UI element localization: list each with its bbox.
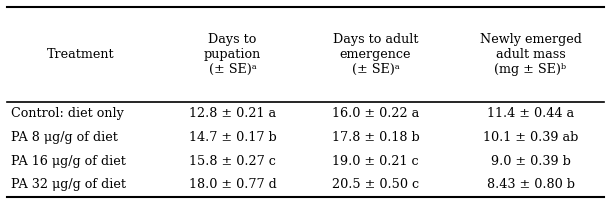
Text: Control: diet only: Control: diet only	[10, 107, 123, 120]
Text: PA 8 μg/g of diet: PA 8 μg/g of diet	[10, 131, 117, 144]
Text: 9.0 ± 0.39 b: 9.0 ± 0.39 b	[491, 155, 571, 168]
Text: Days to adult
emergence
(± SE)ᵃ: Days to adult emergence (± SE)ᵃ	[333, 33, 418, 76]
Text: 11.4 ± 0.44 a: 11.4 ± 0.44 a	[487, 107, 574, 120]
Text: Days to
pupation
(± SE)ᵃ: Days to pupation (± SE)ᵃ	[204, 33, 261, 76]
Text: 16.0 ± 0.22 a: 16.0 ± 0.22 a	[332, 107, 419, 120]
Text: 20.5 ± 0.50 c: 20.5 ± 0.50 c	[332, 178, 419, 191]
Text: 17.8 ± 0.18 b: 17.8 ± 0.18 b	[332, 131, 419, 144]
Text: PA 16 μg/g of diet: PA 16 μg/g of diet	[10, 155, 125, 168]
Text: 8.43 ± 0.80 b: 8.43 ± 0.80 b	[486, 178, 574, 191]
Text: Newly emerged
adult mass
(mg ± SE)ᵇ: Newly emerged adult mass (mg ± SE)ᵇ	[480, 33, 582, 76]
Text: 15.8 ± 0.27 c: 15.8 ± 0.27 c	[189, 155, 276, 168]
Text: 14.7 ± 0.17 b: 14.7 ± 0.17 b	[189, 131, 276, 144]
Text: 10.1 ± 0.39 ab: 10.1 ± 0.39 ab	[483, 131, 578, 144]
Text: 12.8 ± 0.21 a: 12.8 ± 0.21 a	[189, 107, 276, 120]
Text: PA 32 μg/g of diet: PA 32 μg/g of diet	[10, 178, 125, 191]
Text: 18.0 ± 0.77 d: 18.0 ± 0.77 d	[189, 178, 276, 191]
Text: 19.0 ± 0.21 c: 19.0 ± 0.21 c	[332, 155, 419, 168]
Text: Treatment: Treatment	[46, 48, 114, 61]
